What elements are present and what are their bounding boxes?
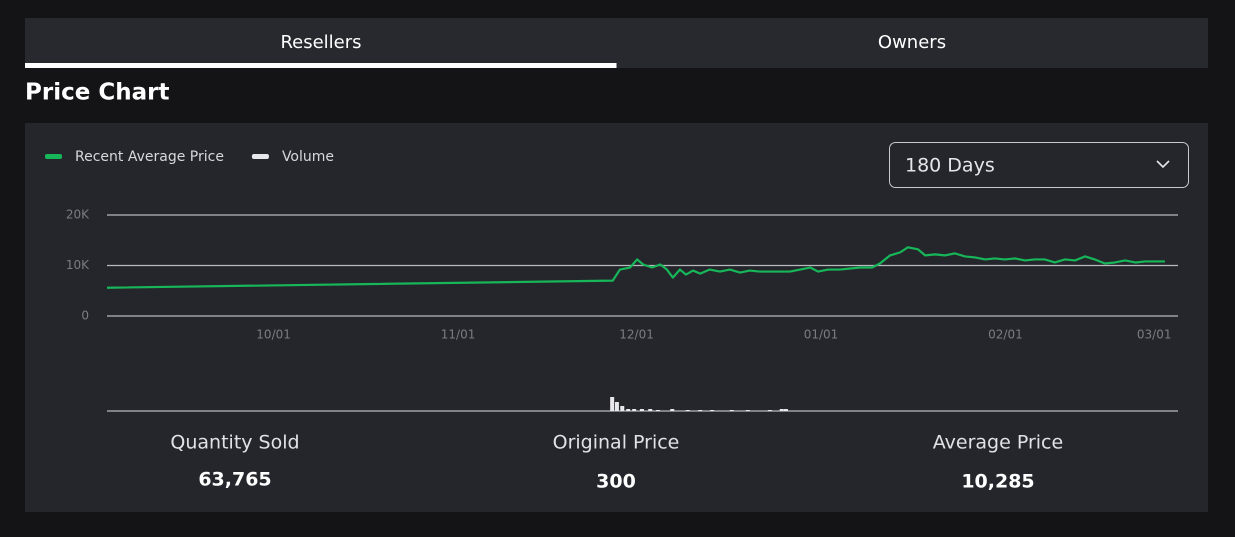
x-tick-label: 12/01 — [619, 328, 654, 342]
volume-bar — [639, 409, 644, 411]
tab-label[interactable]: Owners — [878, 32, 946, 53]
legend-swatch — [45, 154, 62, 159]
volume-bar — [729, 410, 734, 411]
legend-label: Volume — [282, 149, 334, 165]
volume-bar — [655, 410, 660, 411]
chart-panel — [25, 123, 1208, 512]
y-tick-label: 0 — [81, 309, 89, 323]
chevron-icon[interactable] — [1156, 160, 1170, 169]
y-tick-label: 20K — [66, 208, 90, 222]
volume-bar — [783, 409, 788, 411]
volume-bar — [698, 410, 703, 411]
stat-label: Average Price — [933, 432, 1063, 454]
tab-label[interactable]: Resellers — [280, 32, 361, 53]
volume-bar — [620, 406, 625, 411]
volume-bar — [648, 409, 653, 411]
volume-bar — [670, 409, 675, 411]
legend-label: Recent Average Price — [75, 149, 224, 165]
stat-value: 10,285 — [961, 471, 1034, 493]
volume-bar — [779, 409, 784, 411]
stat-value: 300 — [596, 471, 636, 493]
legend-swatch — [251, 154, 269, 159]
tab[interactable]: Resellers — [280, 32, 361, 53]
volume-bar — [710, 410, 715, 411]
volume-bar — [745, 410, 750, 411]
tab[interactable]: Owners — [878, 32, 946, 53]
x-tick-label: 10/01 — [256, 328, 291, 342]
x-tick-label: 01/01 — [804, 328, 839, 342]
volume-bar — [767, 410, 772, 411]
volume-bar — [610, 397, 615, 411]
dropdown[interactable]: 180 Days — [889, 142, 1189, 188]
stat-label: Quantity Sold — [170, 432, 299, 454]
volume-bar — [685, 410, 690, 411]
volume-bar — [626, 409, 631, 411]
x-tick-label: 02/01 — [988, 328, 1023, 342]
x-tick-label: 11/01 — [441, 328, 476, 342]
tab-bar — [25, 18, 1208, 68]
y-tick-label: 10K — [66, 258, 90, 272]
volume-bar — [632, 409, 637, 411]
active-tab-indicator — [25, 63, 617, 68]
volume-bar — [614, 402, 619, 411]
dropdown-box[interactable] — [889, 142, 1189, 188]
price-chart: Recent Average Price Volume 20K 10K 0 10/01 11… — [45, 149, 1178, 412]
x-tick-label: 03/01 — [1137, 328, 1172, 342]
dropdown-label[interactable]: 180 Days — [905, 155, 995, 177]
section-heading: Price Chart — [25, 80, 169, 106]
price-line — [106, 246, 1165, 289]
stat-value: 63,765 — [198, 469, 271, 491]
stat-label: Original Price — [553, 432, 680, 454]
